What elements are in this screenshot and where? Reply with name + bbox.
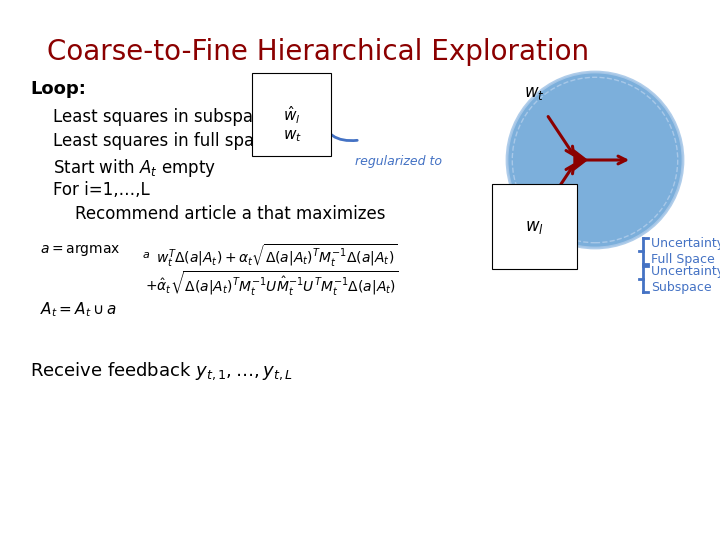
Text: Uncertainty in
Subspace: Uncertainty in Subspace xyxy=(651,265,720,294)
Text: $w_t$: $w_t$ xyxy=(524,84,545,102)
Text: Recommend article a that maximizes: Recommend article a that maximizes xyxy=(75,205,385,223)
Text: Start with $A_t$ empty: Start with $A_t$ empty xyxy=(53,157,216,179)
Text: $\hat{w}_l$: $\hat{w}_l$ xyxy=(283,104,300,126)
Text: $a = \mathrm{argmax}$: $a = \mathrm{argmax}$ xyxy=(40,242,120,258)
Text: $a$: $a$ xyxy=(142,250,150,260)
Text: $w_t^T \Delta(a|A_t) + \alpha_t \sqrt{\Delta(a|A_t)^T M_t^{-1} \Delta(a|A_t)}$: $w_t^T \Delta(a|A_t) + \alpha_t \sqrt{\D… xyxy=(156,242,397,269)
Text: Loop:: Loop: xyxy=(30,80,86,98)
Text: Coarse-to-Fine Hierarchical Exploration: Coarse-to-Fine Hierarchical Exploration xyxy=(47,38,589,66)
Text: For i=1,…,L: For i=1,…,L xyxy=(53,181,150,199)
Text: Uncertainty in
Full Space: Uncertainty in Full Space xyxy=(651,237,720,266)
Text: $w_t$: $w_t$ xyxy=(283,128,302,144)
Text: $w_l$: $w_l$ xyxy=(525,218,544,236)
Text: Receive feedback $y_{t,1}, \ldots, y_{t,L}$: Receive feedback $y_{t,1}, \ldots, y_{t,… xyxy=(30,360,293,382)
Text: regularized to: regularized to xyxy=(355,155,442,168)
Circle shape xyxy=(507,72,683,248)
Text: Least squares in subspace: Least squares in subspace xyxy=(53,108,272,126)
Text: $+\hat{\alpha}_t \sqrt{\Delta(a|A_t)^T M_t^{-1} U \hat{M}_t^{-1} U^T M_t^{-1} \D: $+\hat{\alpha}_t \sqrt{\Delta(a|A_t)^T M… xyxy=(145,270,399,299)
Text: Least squares in full space: Least squares in full space xyxy=(53,132,274,150)
Polygon shape xyxy=(574,150,587,170)
Text: $A_t = A_t \cup a$: $A_t = A_t \cup a$ xyxy=(40,300,117,319)
